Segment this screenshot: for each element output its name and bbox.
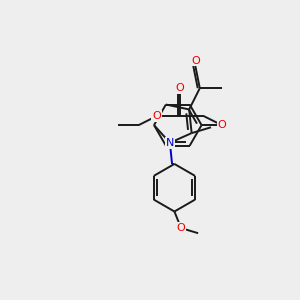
Text: N: N: [166, 138, 174, 148]
Text: O: O: [177, 223, 185, 233]
Text: O: O: [176, 83, 184, 93]
Text: O: O: [152, 111, 161, 121]
Text: O: O: [218, 120, 226, 130]
Text: O: O: [192, 56, 200, 66]
